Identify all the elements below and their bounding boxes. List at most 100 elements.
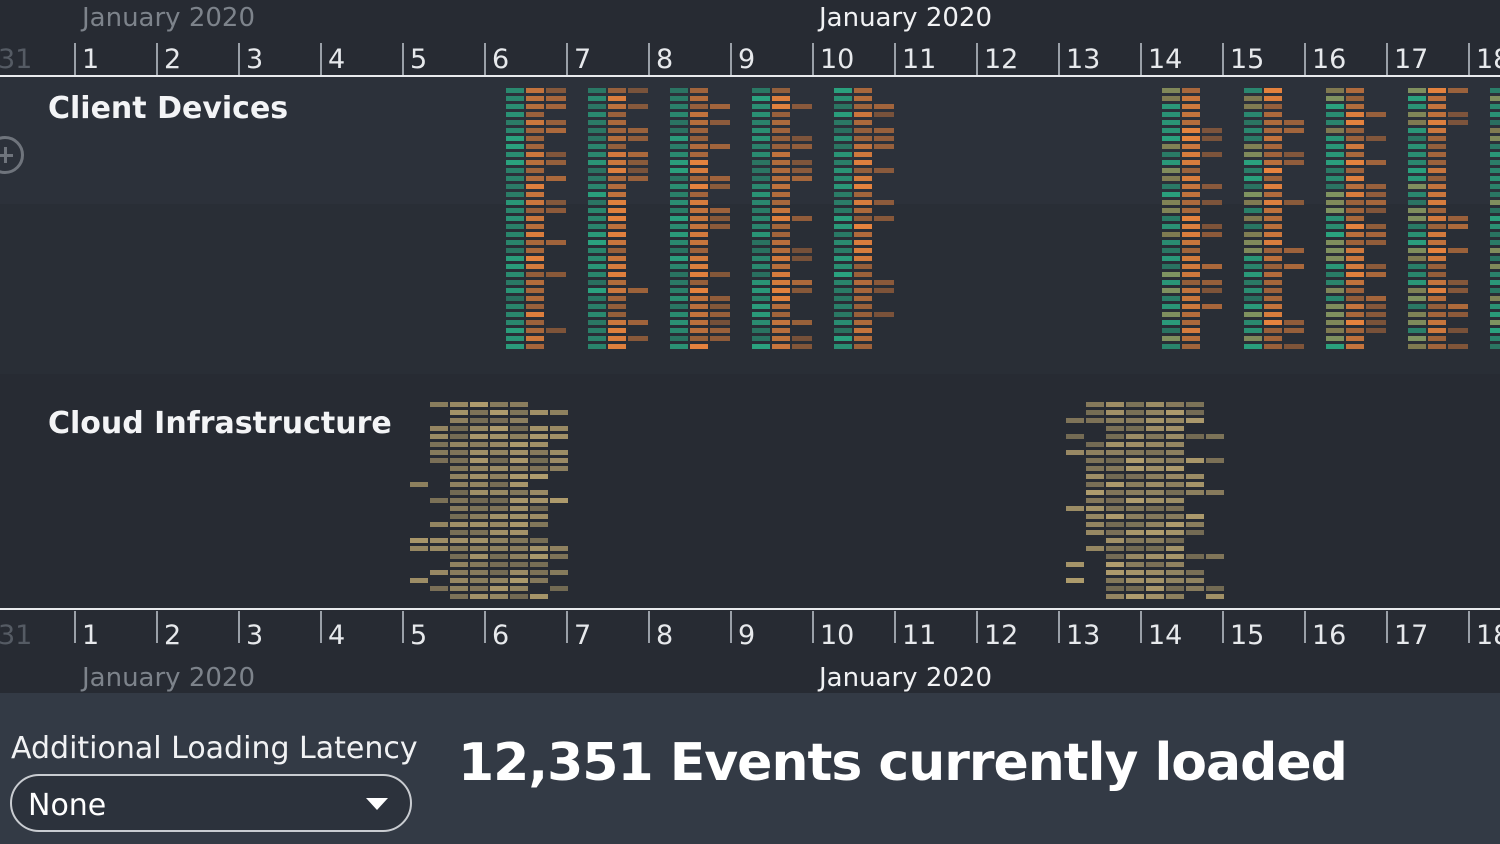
cloud-event-bar[interactable] [510,442,528,447]
client-event-bar[interactable] [834,320,852,325]
client-event-bar[interactable] [1428,216,1446,221]
client-event-bar[interactable] [1326,224,1344,229]
client-event-bar[interactable] [588,104,606,109]
client-event-bar[interactable] [1428,328,1446,333]
client-event-bar[interactable] [1162,272,1180,277]
client-event-bar[interactable] [1346,200,1364,205]
client-event-bar[interactable] [1408,336,1426,341]
cloud-event-bar[interactable] [1126,522,1144,527]
cloud-event-bar[interactable] [430,546,448,551]
client-event-bar[interactable] [546,120,566,125]
cloud-event-bar[interactable] [1186,410,1204,415]
client-event-bar[interactable] [670,296,688,301]
client-event-bar[interactable] [1346,272,1364,277]
cloud-event-bar[interactable] [450,530,468,535]
client-event-bar[interactable] [506,240,524,245]
client-event-bar[interactable] [1490,216,1500,221]
cloud-event-bar[interactable] [1086,474,1104,479]
cloud-event-bar[interactable] [1166,594,1184,599]
cloud-event-bar[interactable] [1146,474,1164,479]
cloud-event-bar[interactable] [1126,402,1144,407]
client-event-bar[interactable] [506,144,524,149]
client-event-bar[interactable] [1366,192,1386,197]
client-event-bar[interactable] [834,160,852,165]
client-event-bar[interactable] [608,168,626,173]
cloud-event-bar[interactable] [1146,434,1164,439]
client-event-bar[interactable] [1264,280,1282,285]
cloud-event-bar[interactable] [1146,514,1164,519]
client-event-bar[interactable] [772,264,790,269]
cloud-event-bar[interactable] [450,538,468,543]
client-event-bar[interactable] [608,128,626,133]
client-event-bar[interactable] [854,280,872,285]
client-event-bar[interactable] [588,200,606,205]
client-event-bar[interactable] [1264,200,1282,205]
cloud-event-bar[interactable] [1146,482,1164,487]
client-event-bar[interactable] [1264,120,1282,125]
client-event-bar[interactable] [608,136,626,141]
client-event-bar[interactable] [1182,112,1200,117]
client-event-bar[interactable] [1162,240,1180,245]
cloud-event-bar[interactable] [430,538,448,543]
client-event-bar[interactable] [526,200,544,205]
client-event-bar[interactable] [874,280,894,285]
client-event-bar[interactable] [1244,144,1262,149]
client-event-bar[interactable] [772,136,790,141]
client-event-bar[interactable] [710,184,730,189]
cloud-event-bar[interactable] [1146,546,1164,551]
client-event-bar[interactable] [1244,248,1262,253]
client-event-bar[interactable] [1264,248,1282,253]
client-event-bar[interactable] [690,152,708,157]
client-event-bar[interactable] [1326,208,1344,213]
client-event-bar[interactable] [1284,320,1304,325]
client-event-bar[interactable] [834,328,852,333]
client-event-bar[interactable] [1264,272,1282,277]
cloud-event-bar[interactable] [510,506,528,511]
client-event-bar[interactable] [506,88,524,93]
client-event-bar[interactable] [1244,224,1262,229]
cloud-event-bar[interactable] [1146,498,1164,503]
client-event-bar[interactable] [1366,224,1386,229]
client-event-bar[interactable] [1202,128,1222,133]
client-event-bar[interactable] [526,280,544,285]
cloud-event-bar[interactable] [1166,546,1184,551]
client-event-bar[interactable] [1326,264,1344,269]
client-event-bar[interactable] [1162,112,1180,117]
cloud-event-bar[interactable] [1106,578,1124,583]
cloud-event-bar[interactable] [1186,586,1204,591]
client-event-bar[interactable] [1490,280,1500,285]
cloud-event-bar[interactable] [510,458,528,463]
client-event-bar[interactable] [506,104,524,109]
client-event-bar[interactable] [1366,208,1386,213]
client-event-bar[interactable] [1366,232,1386,237]
client-event-bar[interactable] [670,128,688,133]
client-event-bar[interactable] [1162,104,1180,109]
cloud-event-bar[interactable] [1086,442,1104,447]
cloud-event-bar[interactable] [1146,410,1164,415]
cloud-event-bar[interactable] [450,490,468,495]
cloud-event-bar[interactable] [1106,410,1124,415]
client-event-bar[interactable] [506,256,524,261]
cloud-event-bar[interactable] [450,554,468,559]
client-event-bar[interactable] [1326,200,1344,205]
client-event-bar[interactable] [1428,320,1446,325]
cloud-event-bar[interactable] [1146,490,1164,495]
cloud-event-bar[interactable] [1186,402,1204,407]
client-event-bar[interactable] [1428,200,1446,205]
client-event-bar[interactable] [1408,216,1426,221]
client-event-bar[interactable] [628,88,648,93]
client-event-bar[interactable] [854,224,872,229]
client-event-bar[interactable] [772,232,790,237]
client-event-bar[interactable] [690,232,708,237]
cloud-event-bar[interactable] [470,586,488,591]
cloud-event-bar[interactable] [530,410,548,415]
client-event-bar[interactable] [1366,160,1386,165]
client-event-bar[interactable] [834,200,852,205]
client-event-bar[interactable] [1326,112,1344,117]
client-event-bar[interactable] [752,304,770,309]
client-event-bar[interactable] [1182,136,1200,141]
client-event-bar[interactable] [526,216,544,221]
client-event-bar[interactable] [1448,248,1468,253]
cloud-event-bar[interactable] [470,482,488,487]
client-event-bar[interactable] [1182,176,1200,181]
